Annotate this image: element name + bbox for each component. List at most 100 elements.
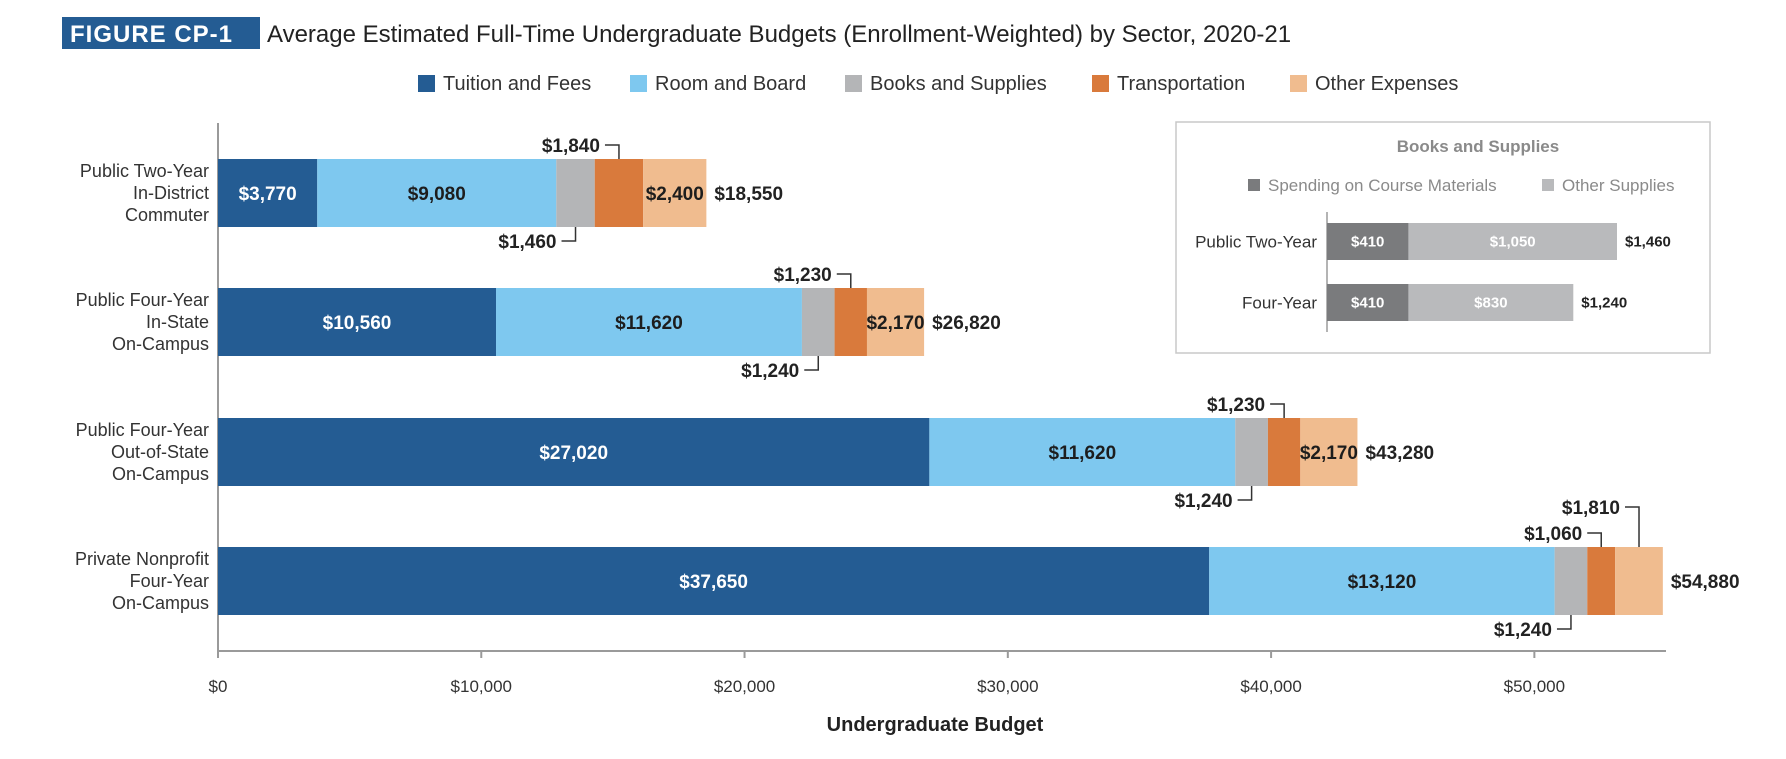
other-expenses-segment (1615, 547, 1663, 615)
x-axis-title: Undergraduate Budget (827, 714, 1044, 736)
inset-value-label: $1,050 (1490, 234, 1536, 251)
tuition-segment (218, 288, 497, 356)
other-expenses-value-label: $2,170 (866, 313, 924, 334)
x-tick-label: $40,000 (1240, 677, 1301, 696)
figure-tag: FIGURE CP-1 (70, 21, 233, 48)
other-expenses-segment (1300, 418, 1358, 486)
category-label: On-Campus (112, 334, 209, 354)
tuition-segment (218, 159, 318, 227)
course-materials-segment (1327, 284, 1409, 321)
legend: Tuition and Fees Room and Board Books and … (418, 73, 1458, 95)
legend-label: Room and Board (655, 73, 806, 95)
category-label: Public Two-Year (80, 161, 209, 181)
tuition-value-label: $27,020 (539, 443, 608, 464)
inset-total-label: $1,460 (1625, 234, 1671, 251)
legend-swatch (1290, 75, 1307, 92)
tuition-segment (218, 418, 930, 486)
inset-value-label: $410 (1351, 234, 1384, 251)
chart-title: Average Estimated Full-Time Undergraduat… (267, 21, 1291, 48)
tuition-value-label: $3,770 (239, 184, 297, 205)
books-supplies-leader (804, 356, 820, 371)
transportation-segment (1267, 418, 1301, 486)
transportation-segment (834, 288, 867, 356)
total-value-label: $43,280 (1365, 443, 1434, 464)
course-materials-segment (1327, 223, 1409, 260)
books-supplies-leader (561, 227, 577, 242)
bars: $3,770 $9,080 $2,400 $18,550 $1,460 $1,840 $10… (218, 136, 1740, 641)
transportation-segment (1587, 547, 1616, 615)
transportation-leader (1270, 403, 1285, 418)
books-supplies-value-label: $1,240 (741, 361, 799, 382)
transportation-value-label: $1,230 (1207, 395, 1265, 416)
legend-label: Other Expenses (1315, 73, 1458, 95)
category-label: In-State (146, 312, 209, 332)
other-expenses-segment (643, 159, 707, 227)
legend-label: Transportation (1117, 73, 1245, 95)
transportation-value-label: $1,060 (1524, 524, 1582, 545)
legend-label: Tuition and Fees (443, 73, 591, 95)
category-label: Four-Year (130, 571, 209, 591)
books-supplies-value-label: $1,460 (498, 232, 556, 253)
room-board-value-label: $11,620 (1049, 443, 1117, 464)
room-board-segment (1209, 547, 1555, 615)
books-supplies-leader (1237, 486, 1253, 501)
x-tick-label: $20,000 (714, 677, 775, 696)
books-supplies-segment (801, 288, 835, 356)
transportation-leader (1587, 532, 1602, 547)
transportation-value-label: $1,840 (542, 136, 600, 157)
inset-value-label: $410 (1351, 295, 1384, 312)
inset-category-label: Public Two-Year (1195, 233, 1317, 252)
other-supplies-segment (1408, 284, 1574, 321)
legend-swatch (845, 75, 862, 92)
inset-legend-label: Other Supplies (1562, 176, 1674, 195)
room-board-value-label: $9,080 (408, 184, 466, 205)
inset-title: Books and Supplies (1397, 137, 1559, 156)
legend-label: Books and Supplies (870, 73, 1047, 95)
other-expenses-value-label: $2,170 (1300, 443, 1358, 464)
category-label: On-Campus (112, 593, 209, 613)
figure-tag-box (62, 17, 260, 49)
transportation-leader (604, 144, 620, 159)
category-label: Private Nonprofit (75, 549, 209, 569)
other-expenses-value-label: $1,810 (1562, 498, 1620, 519)
total-value-label: $54,880 (1671, 572, 1740, 593)
transportation-value-label: $1,230 (774, 265, 832, 286)
transportation-leader (836, 273, 852, 288)
legend-swatch (1092, 75, 1109, 92)
x-tick-label: $10,000 (451, 677, 512, 696)
tuition-segment (218, 547, 1210, 615)
inset-total-label: $1,240 (1581, 295, 1627, 312)
category-label: Public Four-Year (76, 290, 209, 310)
category-label: Commuter (125, 205, 209, 225)
x-tick-label: $30,000 (977, 677, 1038, 696)
other-expenses-leader (1625, 506, 1640, 547)
inset-category-label: Four-Year (1242, 294, 1317, 313)
inset-legend-swatch (1248, 179, 1260, 191)
category-label: In-District (133, 183, 209, 203)
books-supplies-value-label: $1,240 (1174, 491, 1232, 512)
room-board-value-label: $11,620 (615, 313, 683, 334)
books-supplies-leader (1556, 615, 1572, 630)
other-expenses-segment (866, 288, 925, 356)
other-expenses-value-label: $2,400 (646, 184, 704, 205)
books-supplies-value-label: $1,240 (1494, 620, 1552, 641)
inset-value-label: $830 (1474, 295, 1507, 312)
x-tick-label: $0 (209, 677, 228, 696)
room-board-segment (929, 418, 1236, 486)
books-supplies-segment (556, 159, 595, 227)
room-board-segment (496, 288, 802, 356)
books-supplies-segment (1235, 418, 1268, 486)
x-tick-label: $50,000 (1504, 677, 1565, 696)
axes: $0 $10,000 $20,000 $30,000 $40,000 $50,000 Und… (75, 123, 1666, 736)
category-label: Public Four-Year (76, 420, 209, 440)
transportation-segment (594, 159, 644, 227)
other-supplies-segment (1408, 223, 1617, 260)
total-value-label: $18,550 (714, 184, 783, 205)
books-supplies-segment (1554, 547, 1588, 615)
tuition-value-label: $10,560 (323, 313, 392, 334)
inset-legend-label: Spending on Course Materials (1268, 176, 1497, 195)
category-label: Out-of-State (111, 442, 209, 462)
legend-swatch (418, 75, 435, 92)
